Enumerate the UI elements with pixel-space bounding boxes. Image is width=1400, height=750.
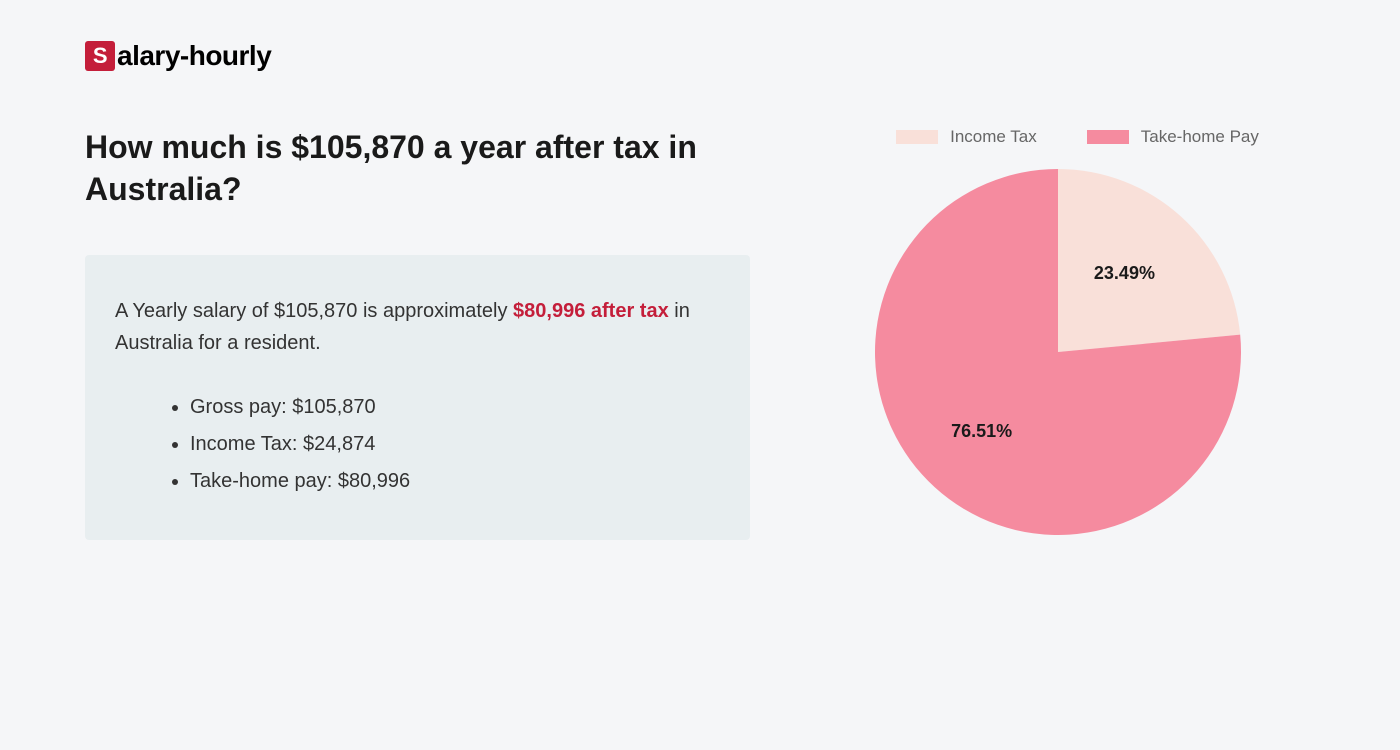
legend-item-income-tax: Income Tax bbox=[896, 127, 1037, 147]
list-item: Gross pay: $105,870 bbox=[190, 389, 715, 426]
info-box: A Yearly salary of $105,870 is approxima… bbox=[85, 255, 750, 540]
legend-swatch bbox=[1087, 130, 1129, 144]
logo-rest: alary-hourly bbox=[117, 40, 271, 72]
list-item: Take-home pay: $80,996 bbox=[190, 463, 715, 500]
pie-label-take-home: 76.51% bbox=[951, 421, 1012, 442]
legend-label: Take-home Pay bbox=[1141, 127, 1259, 147]
page-title: How much is $105,870 a year after tax in… bbox=[85, 127, 750, 210]
list-item: Income Tax: $24,874 bbox=[190, 426, 715, 463]
pie-label-income-tax: 23.49% bbox=[1094, 263, 1155, 284]
chart-legend: Income Tax Take-home Pay bbox=[800, 127, 1315, 147]
legend-label: Income Tax bbox=[950, 127, 1037, 147]
chart-column: Income Tax Take-home Pay 23.49% 76.51% bbox=[800, 127, 1315, 540]
summary-text: A Yearly salary of $105,870 is approxima… bbox=[115, 295, 715, 359]
pie-svg bbox=[873, 167, 1243, 537]
bullet-list: Gross pay: $105,870 Income Tax: $24,874 … bbox=[115, 389, 715, 500]
main-container: How much is $105,870 a year after tax in… bbox=[85, 127, 1315, 540]
pie-chart: 23.49% 76.51% bbox=[873, 167, 1243, 537]
logo-initial: S bbox=[85, 41, 115, 71]
summary-prefix: A Yearly salary of $105,870 is approxima… bbox=[115, 300, 513, 322]
legend-swatch bbox=[896, 130, 938, 144]
legend-item-take-home: Take-home Pay bbox=[1087, 127, 1259, 147]
left-column: How much is $105,870 a year after tax in… bbox=[85, 127, 750, 540]
logo: Salary-hourly bbox=[85, 40, 1315, 72]
summary-highlight: $80,996 after tax bbox=[513, 300, 669, 322]
